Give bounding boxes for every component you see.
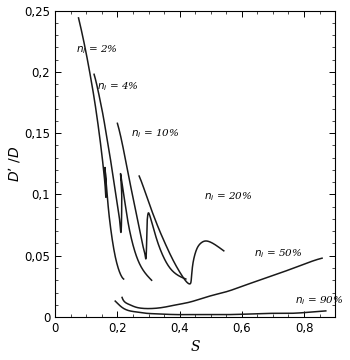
Text: $n_i$ = 50%: $n_i$ = 50% bbox=[254, 247, 303, 260]
Text: $n_i$ = 20%: $n_i$ = 20% bbox=[204, 190, 253, 203]
Text: $n_i$ = 2%: $n_i$ = 2% bbox=[76, 44, 118, 56]
X-axis label: S: S bbox=[190, 341, 200, 355]
Text: $n_i$ = 10%: $n_i$ = 10% bbox=[131, 127, 180, 140]
Text: $n_i$ = 90%: $n_i$ = 90% bbox=[295, 295, 343, 307]
Text: $n_i$ = 4%: $n_i$ = 4% bbox=[97, 80, 139, 93]
Y-axis label: $D’$ /$D$: $D’$ /$D$ bbox=[6, 146, 22, 182]
